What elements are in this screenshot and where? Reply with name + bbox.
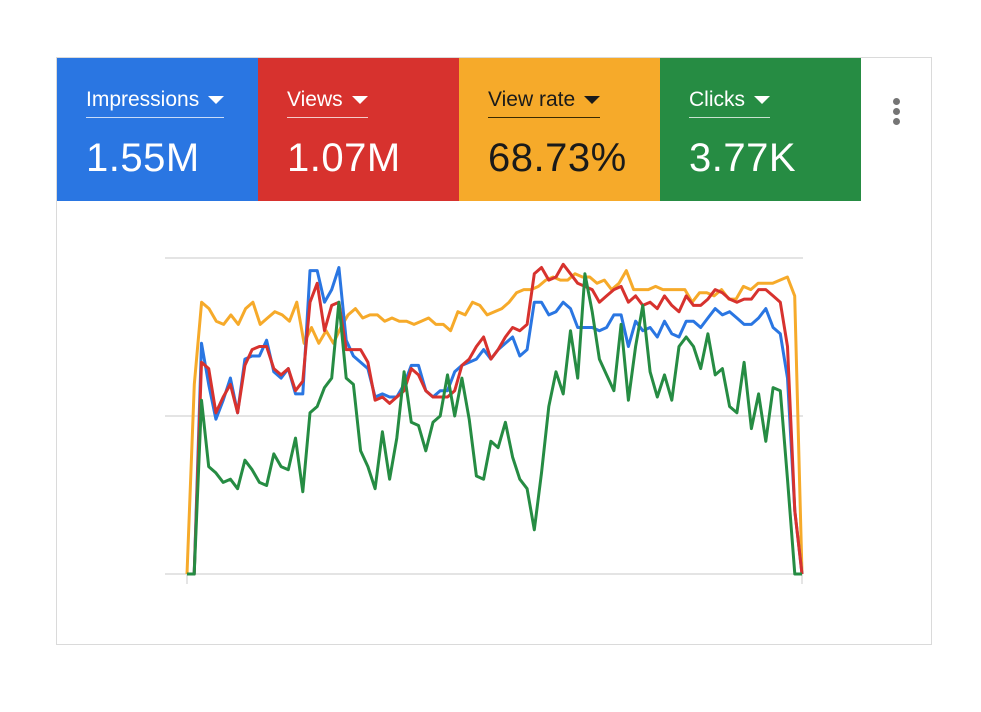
- metrics-chart-card: Impressions 1.55M Views 1.07M View rate …: [56, 57, 932, 645]
- metric-dropdown-clicks[interactable]: Clicks: [689, 88, 770, 118]
- metric-value: 1.07M: [287, 136, 401, 180]
- series-line-views: [187, 262, 804, 576]
- metric-label: Views: [287, 88, 343, 111]
- metric-label: Impressions: [86, 88, 200, 111]
- metric-tiles: Impressions 1.55M Views 1.07M View rate …: [57, 58, 861, 201]
- metric-dropdown-views[interactable]: Views: [287, 88, 368, 118]
- series-line-view-rate: [185, 269, 804, 575]
- caret-down-icon: [754, 96, 770, 104]
- metric-value: 1.55M: [86, 136, 200, 180]
- metric-tile-clicks[interactable]: Clicks 3.77K: [660, 58, 861, 201]
- line-chart: [165, 257, 804, 584]
- metric-label: View rate: [488, 88, 576, 111]
- metric-dropdown-view-rate[interactable]: View rate: [488, 88, 601, 118]
- caret-down-icon: [208, 96, 225, 104]
- metric-value: 68.73%: [488, 136, 627, 180]
- more-vert-icon[interactable]: [886, 98, 906, 132]
- metric-dropdown-impressions[interactable]: Impressions: [86, 88, 225, 118]
- series-line-clicks: [187, 272, 802, 576]
- caret-down-icon: [584, 96, 601, 104]
- metric-tile-impressions[interactable]: Impressions 1.55M: [57, 58, 258, 201]
- caret-down-icon: [351, 96, 368, 104]
- metric-tile-view-rate[interactable]: View rate 68.73%: [459, 58, 660, 201]
- metric-label: Clicks: [689, 88, 745, 111]
- metric-value: 3.77K: [689, 136, 797, 180]
- metric-tile-views[interactable]: Views 1.07M: [258, 58, 459, 201]
